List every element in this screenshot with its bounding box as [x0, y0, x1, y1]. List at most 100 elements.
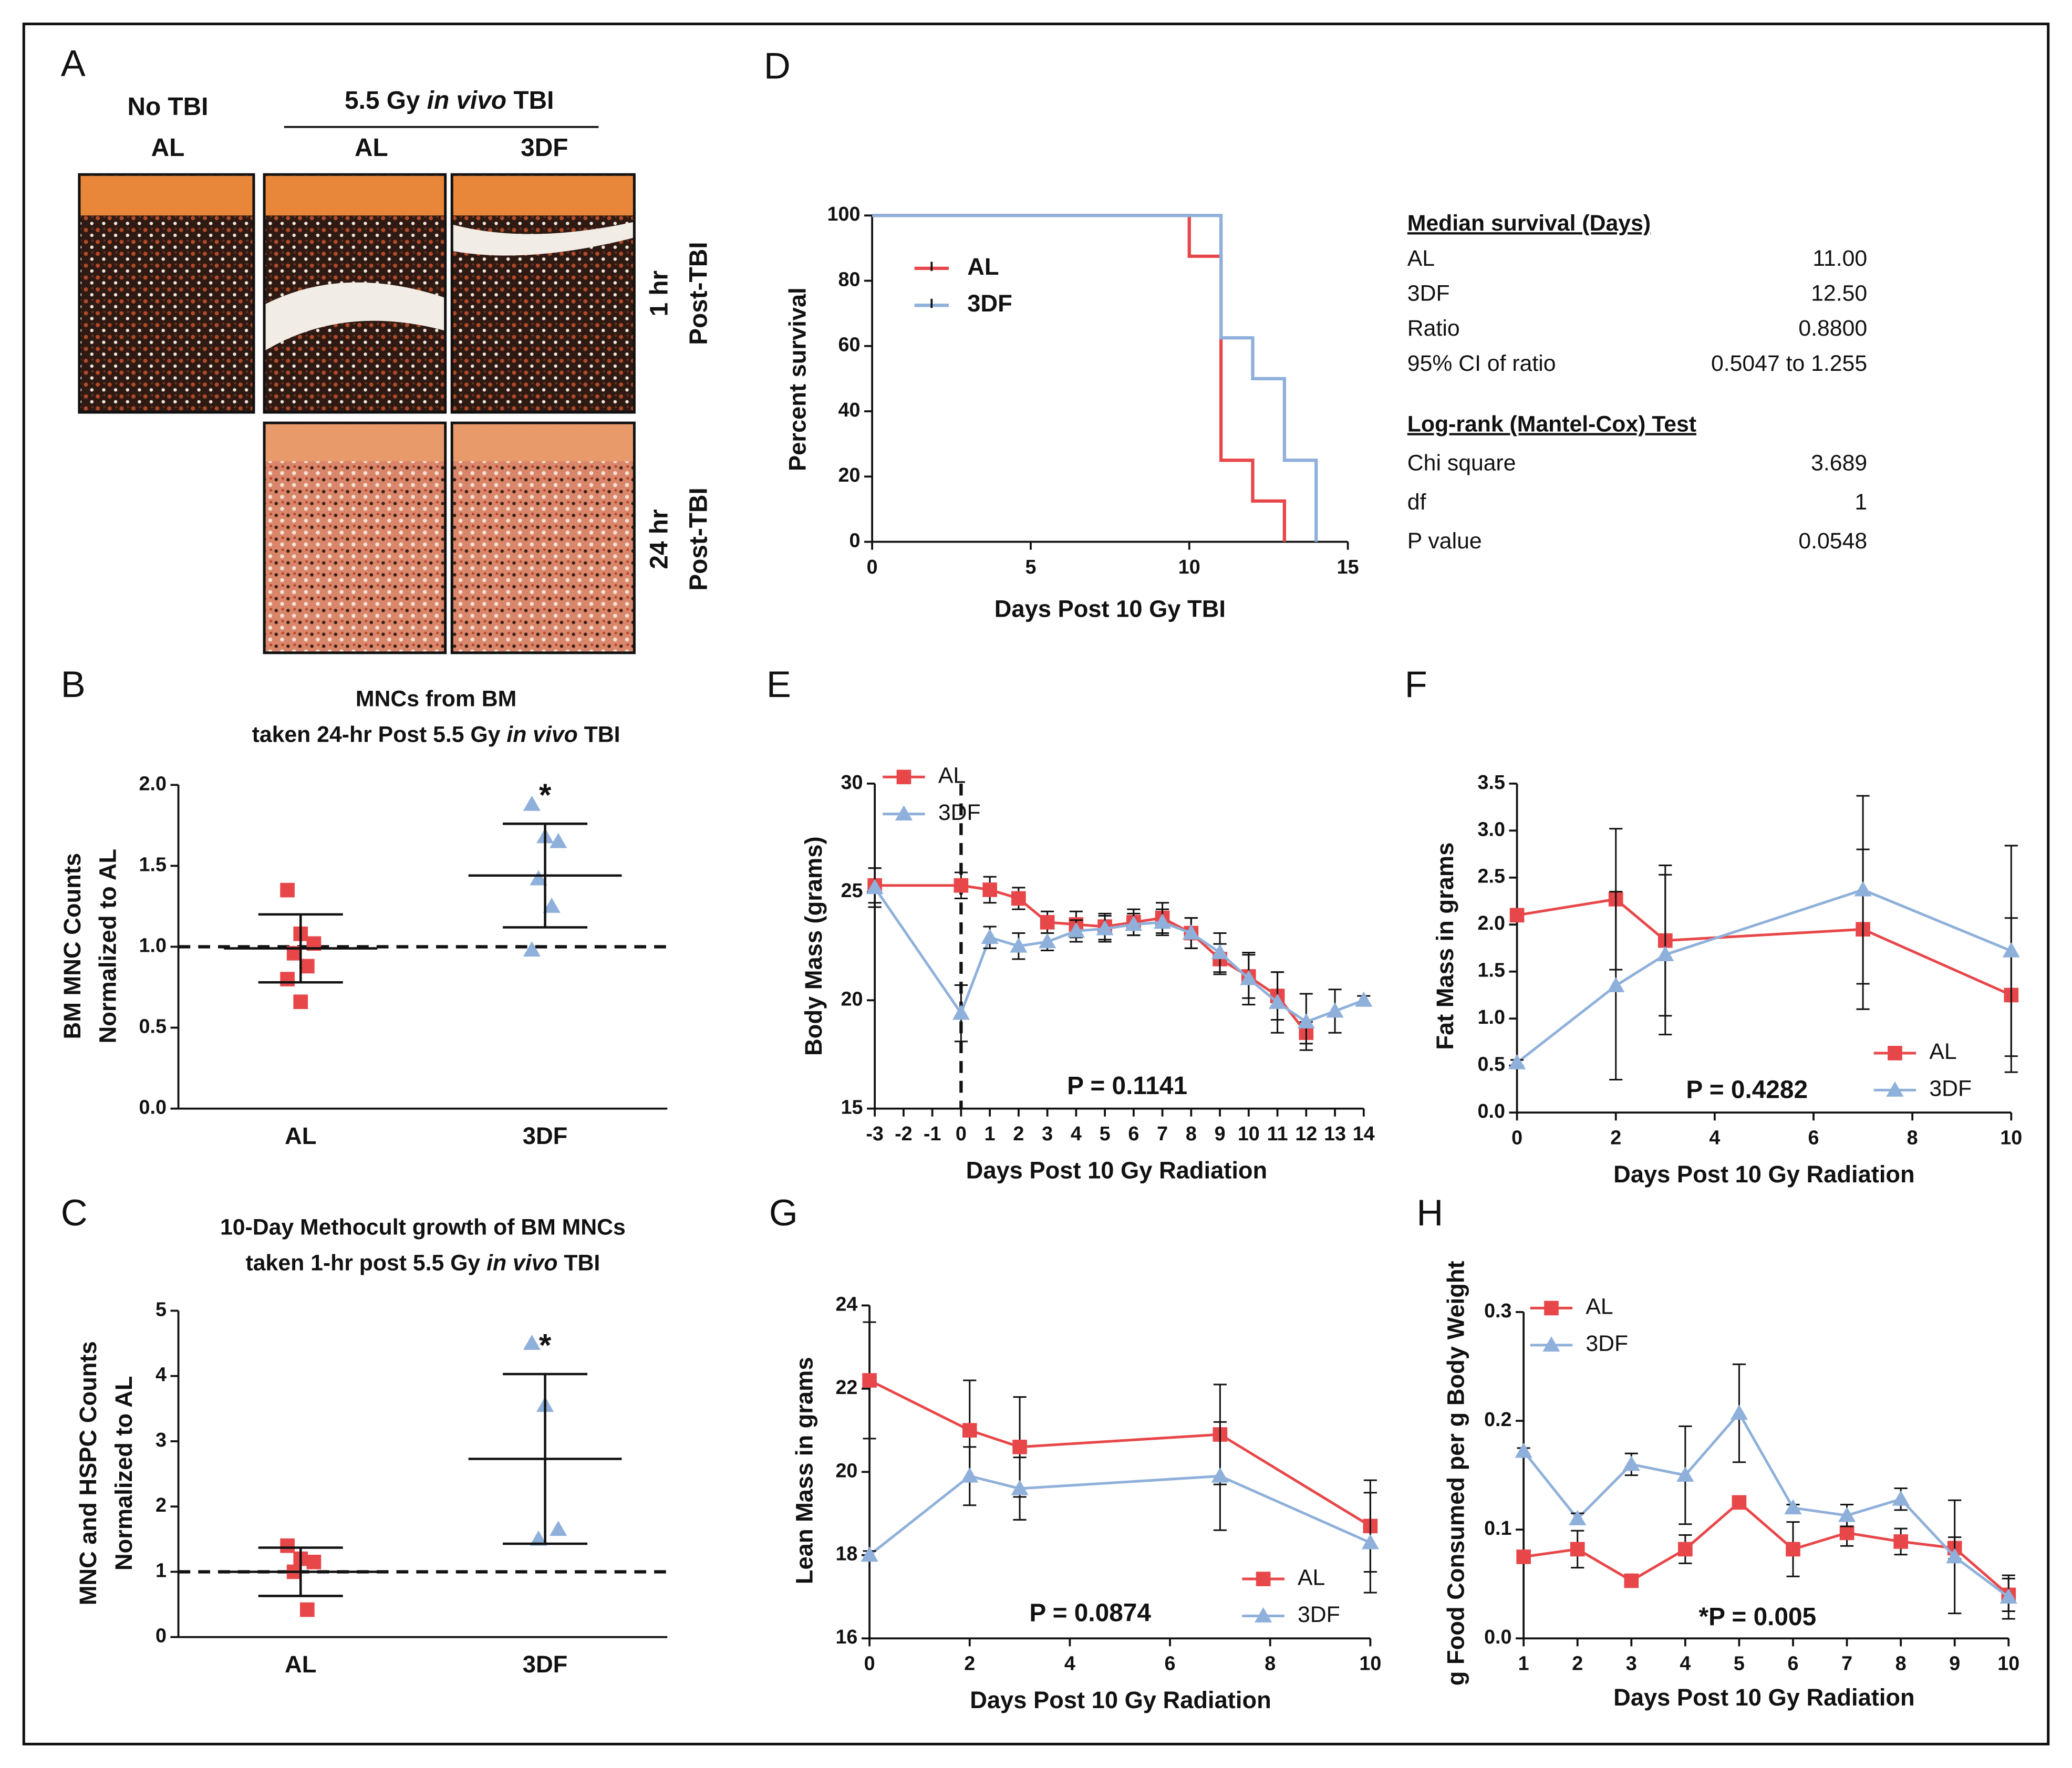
title-part: MNCs from BM — [356, 687, 516, 712]
marker — [543, 897, 561, 913]
y-tick-label: 4 — [156, 1364, 167, 1386]
x-tick-label: 3DF — [523, 1122, 568, 1149]
x-tick-label: 2 — [1610, 1126, 1621, 1148]
stats-label: 95% CI of ratio — [1407, 351, 1556, 376]
y-tick-label: 0.3 — [1484, 1299, 1511, 1322]
marker — [2002, 942, 2020, 958]
x-tick-label: 5 — [1734, 1652, 1745, 1675]
chart-title: taken 24-hr Post 5.5 Gy in vivo TBI — [252, 722, 620, 747]
x-tick-label: 6 — [1165, 1652, 1176, 1675]
marker — [1888, 1046, 1902, 1060]
x-tick-label: 4 — [1680, 1652, 1691, 1675]
x-tick-label: -3 — [866, 1122, 884, 1145]
x-tick-label: 5 — [1025, 556, 1036, 578]
stats-value: 12.50 — [1811, 280, 1867, 306]
marker — [1040, 915, 1055, 930]
marker — [896, 769, 911, 785]
marker — [1256, 1572, 1271, 1586]
marker — [280, 1538, 295, 1553]
x-tick-label: 3DF — [523, 1651, 568, 1678]
bone-strip — [265, 175, 444, 216]
panel-letter: H — [1416, 1192, 1443, 1233]
x-tick-label: 0 — [867, 556, 878, 578]
y-tick-label: 0.5 — [139, 1015, 166, 1037]
col-title: AL — [355, 134, 388, 162]
marker — [862, 1373, 877, 1388]
stats-label: df — [1407, 490, 1426, 515]
x-tick-label: 8 — [1895, 1652, 1907, 1675]
title-part: in vivo — [506, 722, 577, 747]
marker — [1010, 937, 1028, 953]
y-tick-label: 1.0 — [139, 934, 166, 956]
legend-label: AL — [1298, 1565, 1325, 1590]
x-tick-label: 10 — [1178, 556, 1200, 578]
y-tick-label: 80 — [838, 268, 860, 290]
y-tick-label: 3.0 — [1477, 818, 1505, 840]
y-axis-label: Percent survival — [784, 287, 811, 471]
x-tick-label: AL — [285, 1122, 316, 1149]
marker — [962, 1423, 977, 1438]
marker — [1096, 920, 1114, 935]
legend-label: 3DF — [1586, 1331, 1628, 1356]
y-tick-label: 0.2 — [1484, 1408, 1511, 1430]
marker — [1125, 916, 1143, 931]
marker — [1569, 1510, 1587, 1525]
y-tick-label: 2.0 — [1477, 912, 1505, 934]
marker — [1011, 891, 1026, 906]
marker — [1039, 933, 1056, 949]
marker — [523, 795, 541, 811]
y-tick-label: 16 — [835, 1626, 857, 1648]
treatment-title: 5.5 Gy in vivo TBI — [345, 87, 554, 115]
x-tick-label: 6 — [1787, 1652, 1798, 1675]
marker — [952, 1004, 970, 1020]
y-tick-label: 1 — [156, 1559, 167, 1581]
x-tick-label: 8 — [1907, 1126, 1918, 1148]
marker — [961, 1467, 979, 1483]
panel-letter: G — [769, 1192, 798, 1233]
title-part: taken 24-hr Post 5.5 Gy — [252, 722, 507, 747]
title-part: TBI — [557, 1251, 600, 1276]
marker — [1946, 1548, 1964, 1564]
title-part: taken 1-hr post 5.5 Gy — [246, 1251, 487, 1276]
x-tick-label: 3 — [1042, 1122, 1053, 1145]
x-tick-label: 13 — [1324, 1122, 1346, 1145]
y-tick-label: 40 — [838, 399, 860, 421]
x-tick-label: 8 — [1265, 1652, 1276, 1675]
stats-value: 0.8800 — [1798, 316, 1867, 341]
marker — [299, 1602, 315, 1617]
marker — [1893, 1534, 1908, 1549]
marker — [1784, 1499, 1802, 1515]
y-axis-label: Body Mass (grams) — [800, 836, 827, 1056]
legend-label: AL — [1929, 1039, 1956, 1064]
marker — [981, 929, 999, 944]
marker — [1542, 1336, 1560, 1352]
y-tick-label: 0.1 — [1484, 1517, 1511, 1539]
x-tick-label: 10 — [1359, 1652, 1381, 1675]
marker — [954, 878, 969, 893]
marker — [530, 1530, 547, 1546]
x-tick-label: 11 — [1267, 1122, 1288, 1145]
legend-label: AL — [967, 253, 999, 280]
y-tick-label: 20 — [841, 987, 863, 1010]
legend-label: 3DF — [938, 800, 981, 825]
annotation: * — [539, 1327, 552, 1363]
panel-letter: F — [1405, 663, 1427, 705]
stats-label: P value — [1407, 528, 1482, 554]
x-tick-label: 5 — [1100, 1122, 1111, 1145]
series-line — [1522, 1411, 2009, 1598]
x-tick-label: 8 — [1186, 1122, 1197, 1145]
stats-title: Median survival (Days) — [1407, 211, 1651, 236]
panel-letter: E — [766, 663, 791, 705]
x-tick-label: 2 — [1572, 1652, 1583, 1675]
marker — [299, 959, 315, 974]
title-part: in vivo — [427, 87, 506, 115]
marker — [1570, 1542, 1585, 1557]
x-tick-label: 7 — [1157, 1122, 1168, 1145]
y-axis-label: MNC and HSPC Counts — [75, 1341, 101, 1605]
sd-bar — [258, 1546, 343, 1597]
stats-value: 11.00 — [1812, 246, 1867, 271]
stats-label: 3DF — [1407, 280, 1450, 306]
legend-label: AL — [938, 763, 966, 788]
legend-label: 3DF — [967, 290, 1012, 317]
stats-title: Log-rank (Mantel-Cox) Test — [1407, 411, 1696, 436]
